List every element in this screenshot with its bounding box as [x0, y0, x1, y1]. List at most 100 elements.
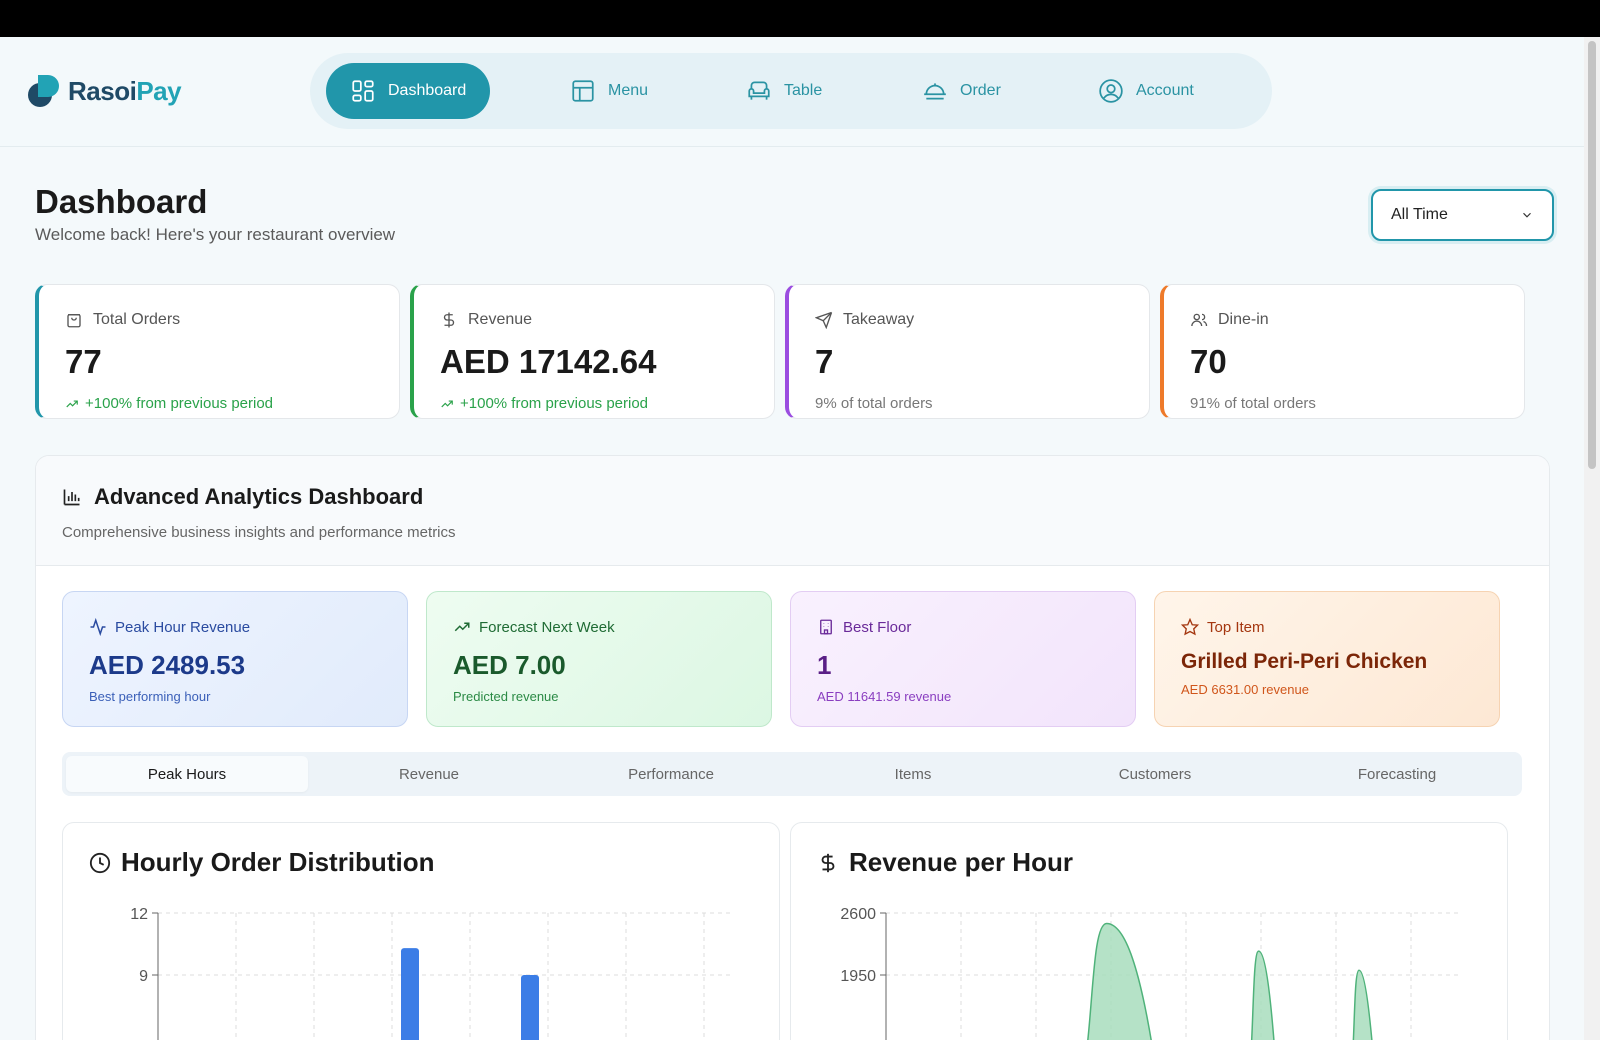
stat-footer: 91% of total orders	[1190, 395, 1316, 412]
stat-card-dine-in: Dine-in 70 91% of total orders	[1160, 284, 1525, 419]
stat-label: Takeaway	[815, 311, 1123, 329]
brand-logo[interactable]: RasoiPay	[26, 73, 182, 109]
hourly-chart-title-text: Hourly Order Distribution	[121, 847, 435, 877]
stat-value: 77	[65, 343, 102, 380]
period-select-value: All Time	[1391, 206, 1448, 223]
page-scrollbar[interactable]	[1584, 37, 1600, 1040]
scrollbar-thumb[interactable]	[1588, 41, 1596, 469]
revenue-area-chart: 1950 2600	[840, 906, 1461, 1040]
analytics-panel: Advanced Analytics Dashboard Comprehensi…	[35, 455, 1550, 1040]
stat-footer: +100% from previous period	[440, 395, 748, 412]
building-icon	[820, 619, 832, 635]
y-tick-label: 1950	[840, 968, 876, 985]
kpi-label: Forecast Next Week	[453, 618, 745, 636]
analytics-subtitle: Comprehensive business insights and perf…	[62, 524, 456, 541]
bar	[521, 975, 539, 1040]
hourly-order-chart-card: Hourly Order Distribution 9 12	[62, 822, 780, 1040]
system-top-bar	[0, 0, 1600, 37]
armchair-icon	[748, 81, 770, 100]
hourly-chart-title: Hourly Order Distribution	[89, 847, 434, 878]
bar-chart-icon	[63, 489, 80, 506]
send-icon	[815, 311, 833, 329]
nav-item-label: Menu	[608, 82, 649, 99]
nav-item-table[interactable]: Table	[746, 63, 822, 119]
brand-name: RasoiPay	[68, 75, 182, 107]
stat-footer-text: +100% from previous period	[85, 395, 274, 412]
y-tick-label: 2600	[840, 906, 876, 923]
stat-value: 70	[1190, 343, 1227, 380]
stat-card-total-orders: Total Orders 77 +100% from previous peri…	[35, 284, 400, 419]
logo-mark-icon	[28, 75, 59, 107]
stat-value: AED 17142.64	[440, 343, 657, 380]
tab-peak-hours[interactable]: Peak Hours	[66, 756, 308, 792]
stat-label-text: Total Orders	[93, 311, 181, 328]
clock-icon	[89, 852, 111, 873]
analytics-title-text: Advanced Analytics Dashboard	[94, 484, 424, 509]
star-icon	[1181, 618, 1199, 636]
kpi-value: 1	[817, 650, 832, 680]
tab-customers[interactable]: Customers	[1118, 765, 1192, 783]
nav-item-label: Table	[784, 82, 823, 99]
stat-label: Total Orders	[65, 311, 373, 329]
period-select[interactable]: All Time	[1371, 189, 1554, 241]
nav-item-label: Dashboard	[388, 82, 467, 99]
nav-item-dashboard[interactable]: Dashboard	[326, 63, 491, 119]
main-nav: Dashboard Menu Table Order Account	[310, 53, 1272, 129]
nav-item-label: Order	[960, 82, 1001, 99]
revenue-per-hour-chart-card: Revenue per Hour 1950 2600	[790, 822, 1508, 1040]
kpi-label-text: Peak Hour Revenue	[115, 618, 251, 636]
page-subtitle: Welcome back! Here's your restaurant ove…	[35, 225, 396, 244]
layout-icon	[572, 80, 594, 102]
kpi-footer: AED 11641.59 revenue	[817, 689, 952, 704]
kpi-footer: Predicted revenue	[453, 689, 559, 704]
kpi-label: Peak Hour Revenue	[89, 618, 381, 636]
brand-name-part2: Pay	[136, 75, 182, 106]
revenue-chart-title: Revenue per Hour	[817, 847, 1073, 878]
stat-label-text: Revenue	[468, 311, 533, 328]
kpi-peak-hour-revenue: Peak Hour Revenue AED 2489.53 Best perfo…	[62, 591, 408, 727]
brand-name-part1: Rasoi	[68, 75, 137, 106]
tab-forecasting[interactable]: Forecasting	[1357, 765, 1437, 783]
tab-items[interactable]: Items	[894, 765, 932, 783]
bag-icon	[67, 314, 81, 328]
tab-revenue[interactable]: Revenue	[398, 765, 460, 783]
stat-footer: 9% of total orders	[815, 395, 933, 412]
chevron-down-icon	[1523, 212, 1531, 218]
kpi-footer: AED 6631.00 revenue	[1181, 682, 1309, 697]
stat-value: 7	[815, 343, 834, 380]
nav-item-label: Account	[1136, 82, 1194, 99]
kpi-best-floor: Best Floor 1 AED 11641.59 revenue	[790, 591, 1136, 727]
analytics-tabs: Peak Hours Revenue Performance Items Cus…	[62, 752, 1522, 796]
revenue-area	[1250, 950, 1275, 1040]
kpi-label-text: Forecast Next Week	[479, 618, 615, 636]
cloche-icon	[924, 83, 946, 100]
revenue-area	[1087, 922, 1152, 1040]
bar	[401, 948, 419, 1040]
trending-up-icon	[454, 622, 470, 632]
dollar-icon	[821, 853, 835, 872]
revenue-area	[1352, 969, 1373, 1040]
y-tick-label: 9	[139, 968, 148, 985]
dollar-icon	[443, 312, 455, 328]
analytics-header: Advanced Analytics Dashboard Comprehensi…	[36, 456, 1549, 566]
kpi-top-item: Top Item Grilled Peri-Peri Chicken AED 6…	[1154, 591, 1500, 727]
users-icon	[1191, 313, 1208, 327]
stat-label: Dine-in	[1190, 311, 1498, 329]
nav-item-order[interactable]: Order	[922, 63, 1001, 119]
analytics-title: Advanced Analytics Dashboard	[62, 484, 1523, 510]
nav-item-menu[interactable]: Menu	[570, 63, 648, 119]
kpi-forecast-next-week: Forecast Next Week AED 7.00 Predicted re…	[426, 591, 772, 727]
kpi-value: AED 2489.53	[89, 650, 246, 680]
page-title: Dashboard	[35, 183, 208, 220]
hourly-bar-chart: 9 12	[130, 906, 733, 1040]
app-header: RasoiPay Dashboard Menu Table Order Acco…	[0, 37, 1584, 147]
kpi-label-text: Top Item	[1207, 618, 1265, 636]
trending-up-icon	[441, 400, 453, 407]
stat-footer: +100% from previous period	[65, 395, 373, 412]
stat-card-revenue: Revenue AED 17142.64 +100% from previous…	[410, 284, 775, 419]
nav-item-account[interactable]: Account	[1098, 63, 1194, 119]
y-tick-label: 12	[130, 906, 148, 923]
kpi-footer: Best performing hour	[89, 689, 211, 704]
user-circle-icon	[1099, 79, 1123, 103]
tab-performance[interactable]: Performance	[628, 765, 714, 783]
